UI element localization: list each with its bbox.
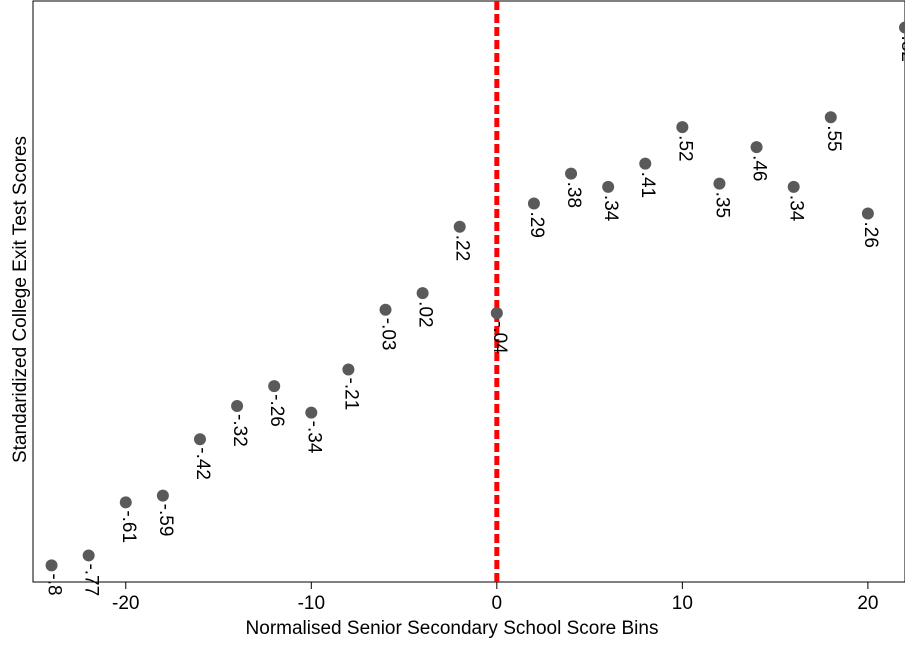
data-label: .82 (897, 36, 905, 62)
data-label: .41 (637, 172, 658, 198)
data-label: .55 (823, 125, 844, 151)
data-point (639, 157, 652, 170)
data-point (490, 307, 503, 320)
data-point (899, 21, 905, 34)
data-point (379, 303, 392, 316)
x-axis: -20 -10 0 10 20 (112, 582, 878, 614)
data-point (45, 559, 58, 572)
data-point (342, 363, 355, 376)
data-label: -.61 (118, 510, 139, 543)
data-point (305, 406, 318, 419)
data-label: -.03 (377, 318, 398, 351)
x-tick-label: 0 (492, 593, 503, 614)
data-label: .22 (452, 235, 473, 261)
data-label: -.34 (303, 421, 324, 454)
data-point (750, 141, 763, 154)
x-tick-label: -10 (298, 593, 325, 614)
data-label: .52 (674, 135, 695, 161)
data-label: -.8 (44, 573, 65, 595)
data-label: -.04 (489, 321, 510, 354)
data-label: .38 (563, 182, 584, 208)
data-point (156, 489, 169, 502)
data-label: .02 (415, 301, 436, 327)
x-tick-label: -20 (112, 593, 139, 614)
points-layer: -.8 -.77 -.61 -.59 -.42 -.32 -.26 -.34 -.21 -.03.… (44, 21, 905, 596)
data-point (193, 433, 206, 446)
data-point (713, 177, 726, 190)
data-point (565, 167, 578, 180)
data-label: .46 (749, 155, 770, 181)
data-point (602, 180, 615, 193)
data-label: -.59 (155, 504, 176, 537)
data-point (231, 400, 244, 413)
data-label: .26 (860, 221, 881, 247)
data-point (119, 496, 132, 509)
data-label: .34 (786, 195, 807, 222)
plot-frame (32, 0, 905, 583)
data-point (82, 549, 95, 562)
data-label: -.42 (192, 447, 213, 480)
data-point (861, 207, 874, 220)
y-axis-label: Standaridized College Exit Test Scores (10, 136, 31, 463)
data-point (527, 197, 540, 210)
data-label: .29 (526, 212, 547, 238)
data-label: -.21 (340, 378, 361, 411)
x-tick-label: 10 (672, 593, 693, 614)
data-label: .34 (600, 195, 621, 222)
data-label: -.32 (229, 414, 250, 447)
data-label: .35 (711, 192, 732, 218)
data-point (787, 180, 800, 193)
data-point (676, 121, 689, 134)
data-point (824, 111, 837, 124)
data-point (453, 220, 466, 233)
data-label: -.77 (81, 563, 102, 596)
x-axis-label: Normalised Senior Secondary School Score… (246, 618, 659, 639)
data-label: -.26 (266, 394, 287, 427)
data-point (416, 287, 429, 300)
x-tick-label: 20 (857, 593, 878, 614)
data-point (268, 380, 281, 393)
